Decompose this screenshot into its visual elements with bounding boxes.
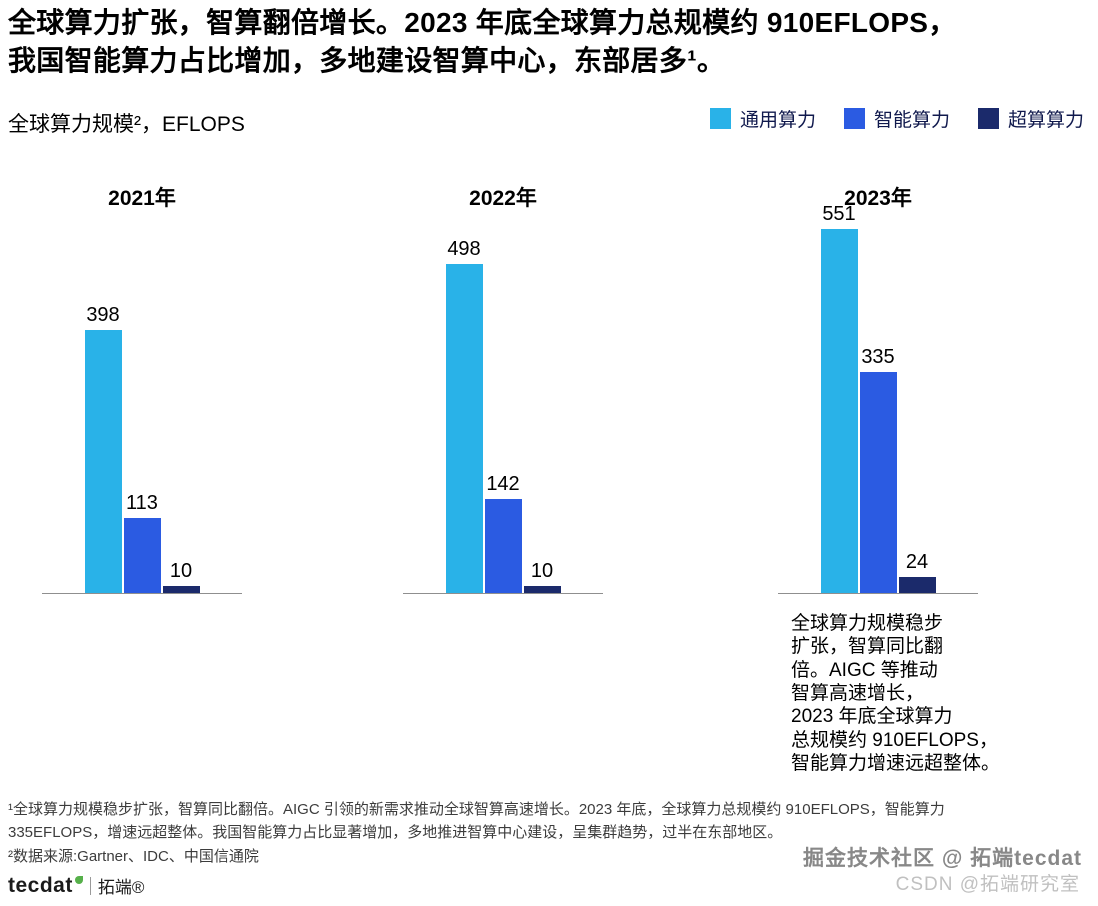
bar-col-通用算力: 498 [445, 238, 483, 593]
bar-value-label: 113 [126, 492, 158, 514]
legend-label: 超算算力 [1007, 110, 1084, 131]
bar-value-label: 498 [447, 238, 481, 260]
bar-超算算力-2023年 [898, 577, 936, 593]
bar-col-智能算力: 142 [484, 473, 522, 593]
bar-智能算力-2023年 [859, 372, 897, 593]
bar-智能算力-2022年 [484, 499, 522, 593]
legend-label: 通用算力 [739, 110, 816, 131]
footnote-2: ²数据来源:Gartner、IDC、中国信通院 [8, 848, 259, 865]
legend-swatch [977, 108, 999, 129]
bar-col-智能算力: 335 [859, 346, 897, 593]
category-label: 2021年 [108, 187, 176, 210]
bar-value-label: 335 [861, 346, 895, 368]
bar-超算算力-2022年 [523, 586, 561, 593]
bar-value-label: 10 [530, 560, 554, 582]
brand-divider [89, 876, 91, 895]
bar-value-label: 551 [822, 203, 856, 225]
bar-col-通用算力: 398 [84, 304, 122, 593]
brand-name-en: tecdat [8, 873, 73, 897]
bar-通用算力-2021年 [84, 330, 122, 593]
bar-chart: 2021年 398 113 10 2022年 498 142 10 2023年 551 335 24 [0, 180, 1098, 594]
page-title: 全球算力扩张，智算翻倍增长。2023 年底全球算力总规模约 910EFLOPS，… [8, 7, 957, 76]
bar-value-label: 24 [905, 551, 929, 573]
brand-name-cn: 拓端® [97, 878, 145, 897]
bar-value-label: 142 [486, 473, 520, 495]
bars-2022年: 498 142 10 [403, 238, 603, 593]
bar-group-2022年: 2022年 498 142 10 [403, 180, 603, 594]
legend-label: 智能算力 [873, 110, 950, 131]
leaf-icon [74, 875, 83, 884]
bars-2023年: 551 335 24 [778, 203, 978, 593]
axis-baseline [403, 593, 603, 594]
legend-item-超算算力: 超算算力 [977, 105, 1084, 132]
bars-2021年: 398 113 10 [42, 304, 242, 593]
legend-item-智能算力: 智能算力 [843, 105, 950, 132]
footnote-1: ¹全球算力规模稳步扩张，智算同比翻倍。AIGC 引领的新需求推动全球智算高速增长… [8, 801, 945, 841]
bar-value-label: 10 [169, 560, 193, 582]
bar-超算算力-2021年 [162, 586, 200, 593]
bar-col-超算算力: 24 [898, 551, 936, 593]
watermark-csdn: CSDN @拓端研究室 [895, 874, 1080, 895]
bar-col-超算算力: 10 [523, 560, 561, 593]
brand-logo: tecdat 拓端® [8, 873, 144, 898]
axis-baseline [778, 593, 978, 594]
bar-group-2023年: 2023年 551 335 24 [778, 180, 978, 594]
bar-col-智能算力: 113 [123, 492, 161, 593]
bar-智能算力-2021年 [123, 518, 161, 593]
bar-通用算力-2023年 [820, 229, 858, 593]
axis-baseline [42, 593, 242, 594]
watermark-juejin: 掘金技术社区 @ 拓端tecdat [803, 847, 1082, 870]
bar-group-2021年: 2021年 398 113 10 [42, 180, 242, 594]
bar-通用算力-2022年 [445, 264, 483, 593]
category-label: 2023年 [844, 187, 912, 210]
legend-swatch [709, 108, 731, 129]
chart-subtitle: 全球算力规模²，EFLOPS [8, 113, 245, 136]
legend-item-通用算力: 通用算力 [709, 105, 816, 132]
legend-swatch [843, 108, 865, 129]
chart-annotation: 全球算力规模稳步 扩张，智算同比翻 倍。AIGC 等推动 智算高速增长， 202… [791, 613, 1001, 775]
category-label: 2022年 [469, 187, 537, 210]
bar-col-通用算力: 551 [820, 203, 858, 593]
bar-col-超算算力: 10 [162, 560, 200, 593]
legend: 通用算力 智能算力 超算算力 [709, 105, 1084, 132]
bar-value-label: 398 [86, 304, 120, 326]
